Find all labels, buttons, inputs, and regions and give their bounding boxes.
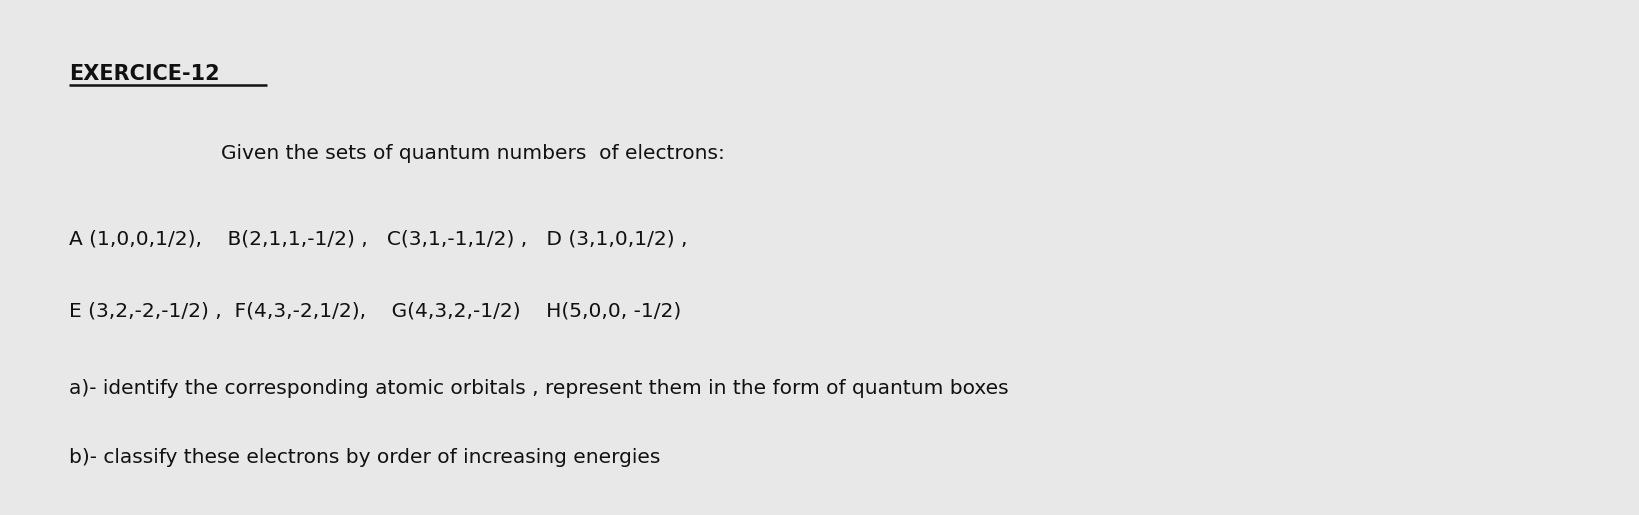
Text: EXERCICE-12: EXERCICE-12 xyxy=(69,64,220,84)
Text: E (3,2,-2,-1/2) ,  F(4,3,-2,1/2),    G(4,3,2,-1/2)    H(5,0,0, -1/2): E (3,2,-2,-1/2) , F(4,3,-2,1/2), G(4,3,2… xyxy=(69,301,682,320)
Text: a)- identify the corresponding atomic orbitals , represent them in the form of q: a)- identify the corresponding atomic or… xyxy=(69,379,1008,398)
Text: A (1,0,0,1/2),    B(2,1,1,-1/2) ,   C(3,1,-1,1/2) ,   D (3,1,0,1/2) ,: A (1,0,0,1/2), B(2,1,1,-1/2) , C(3,1,-1,… xyxy=(69,229,687,248)
Text: Given the sets of quantum numbers  of electrons:: Given the sets of quantum numbers of ele… xyxy=(221,144,724,163)
Text: b)- classify these electrons by order of increasing energies: b)- classify these electrons by order of… xyxy=(69,448,661,467)
